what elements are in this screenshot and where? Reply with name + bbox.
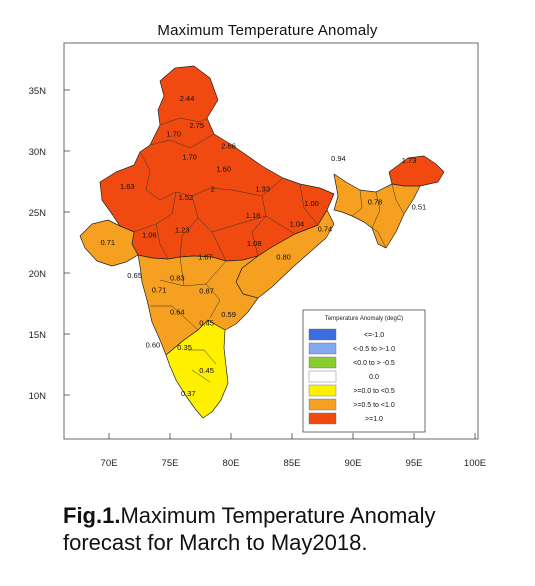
region-value-label: 0.60 — [146, 340, 161, 349]
legend-swatch — [308, 328, 337, 341]
region-value-label: 0.83 — [170, 273, 185, 282]
region-value-labels: 2.44 2.75 1.70 2.66 1.70 1.60 1.63 1.52 2 1.33 1.0… — [100, 94, 426, 398]
y-tick-label: 10N — [29, 391, 47, 402]
legend-swatch — [308, 412, 337, 425]
region-value-label: 0.80 — [276, 253, 291, 262]
region-value-label: 1.04 — [290, 220, 305, 229]
region-value-label: 1.18 — [246, 211, 261, 220]
x-tick-label: 85E — [284, 458, 301, 469]
legend-swatch — [308, 398, 337, 411]
region-value-label: 0.65 — [127, 271, 142, 280]
legend-label: >=0.0 to <0.5 — [353, 388, 395, 395]
anomaly-map: 70E 75E 80E 85E 90E 95E 100E 35N 30N 25N… — [29, 42, 487, 469]
region-value-label: 1.23 — [175, 226, 190, 235]
land-zones — [79, 65, 445, 419]
y-tick-label: 25N — [29, 208, 47, 219]
legend-label: >=0.5 to <1.0 — [353, 402, 395, 409]
x-tick-label: 70E — [101, 458, 118, 469]
y-tick-label: 20N — [29, 269, 47, 280]
region-value-label: 0.87 — [199, 287, 214, 296]
legend-swatch — [308, 370, 337, 383]
region-value-label: 0.74 — [318, 225, 333, 234]
y-tick-labels: 35N 30N 25N 20N 15N 10N — [29, 86, 47, 402]
region-value-label: 1.33 — [255, 184, 270, 193]
region-value-label: 2.66 — [221, 142, 236, 151]
region-value-label: 1.06 — [142, 231, 157, 240]
legend: Temperature Anomaly (degC) <=-1.0 <-0.5 t… — [302, 309, 426, 433]
zone-orange-gujarat — [79, 219, 139, 267]
region-value-label: 2.44 — [180, 94, 195, 103]
region-value-label: 0.51 — [412, 203, 427, 212]
figure-label: Fig.1. — [63, 503, 121, 528]
x-tick-label: 100E — [464, 458, 486, 469]
legend-swatch — [308, 342, 337, 355]
x-tick-label: 95E — [406, 458, 423, 469]
region-value-label: 1.60 — [216, 165, 231, 174]
region-value-label: 0.35 — [177, 343, 192, 352]
subdivision-lines — [133, 117, 405, 383]
x-tick-labels: 70E 75E 80E 85E 90E 95E 100E — [101, 458, 487, 469]
zone-yellow-south — [165, 319, 229, 419]
legend-label: 0.0 — [369, 374, 379, 381]
y-tick-label: 35N — [29, 86, 47, 97]
caption-text: Maximum Temperature Anomaly forecast for… — [63, 503, 436, 555]
region-value-label: 1.08 — [247, 239, 262, 248]
region-value-label: 0.64 — [170, 308, 185, 317]
legend-label: <0.0 to > -0.5 — [353, 360, 395, 367]
legend-label: >=1.0 — [365, 416, 383, 423]
y-tick-label: 30N — [29, 147, 47, 158]
region-value-label: 1.52 — [179, 193, 194, 202]
region-value-label: 1.07 — [198, 253, 213, 262]
x-tick-label: 75E — [162, 458, 179, 469]
zone-orange-peninsula — [137, 254, 259, 356]
region-value-label: 1.70 — [166, 129, 181, 138]
figure-caption: Fig.1.Maximum Temperature Anomaly foreca… — [63, 502, 503, 556]
legend-swatch — [308, 356, 337, 369]
region-value-label: 0.37 — [181, 389, 196, 398]
legend-label: <=-1.0 — [364, 332, 384, 339]
region-value-label: 0.94 — [331, 154, 346, 163]
legend-swatch — [308, 384, 337, 397]
region-value-label: 0.78 — [368, 198, 383, 207]
x-axis — [108, 433, 476, 439]
legend-title: Temperature Anomaly (degC) — [325, 316, 403, 322]
region-value-label: 2.75 — [189, 121, 204, 130]
x-tick-label: 80E — [223, 458, 240, 469]
region-value-label: 1.63 — [120, 182, 135, 191]
region-value-label: 1.73 — [402, 156, 417, 165]
region-value-label: 0.45 — [199, 319, 214, 328]
region-value-label: 1.00 — [304, 199, 319, 208]
legend-items: <=-1.0 <-0.5 to >-1.0 <0.0 to > -0.5 0.0 >=0… — [308, 328, 395, 425]
map-title: Maximum Temperature Anomaly — [157, 22, 378, 39]
region-value-label: 0.45 — [199, 366, 214, 375]
region-value-label: 2 — [211, 184, 215, 193]
y-tick-label: 15N — [29, 330, 47, 341]
region-value-label: 0.71 — [100, 238, 115, 247]
region-value-label: 0.71 — [152, 286, 167, 295]
region-value-label: 0.59 — [221, 310, 236, 319]
x-tick-label: 90E — [345, 458, 362, 469]
legend-label: <-0.5 to >-1.0 — [353, 346, 395, 353]
y-axis — [64, 89, 70, 396]
region-value-label: 1.70 — [182, 153, 197, 162]
